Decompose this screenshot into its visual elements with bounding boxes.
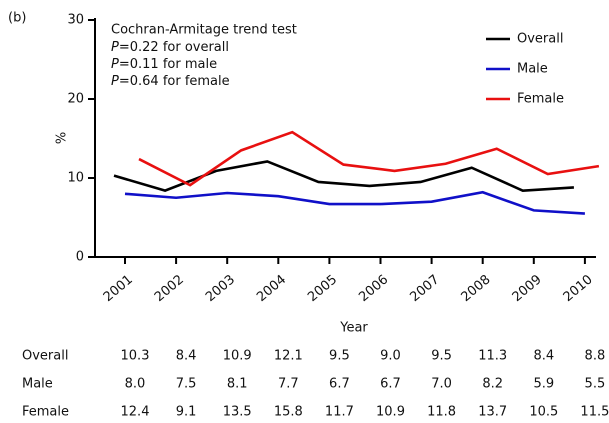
- table-cell: 13.5: [223, 405, 252, 420]
- table-cell: 15.8: [274, 405, 303, 420]
- x-tick-label: 2006: [356, 272, 391, 305]
- series-line: [124, 190, 585, 215]
- legend-label: Overall: [517, 32, 563, 47]
- x-tick-label: 2007: [407, 272, 442, 305]
- stat-text: =0.64 for female: [119, 74, 230, 89]
- table-cell: 8.4: [176, 349, 197, 364]
- panel-label: (b): [8, 11, 26, 26]
- table-cell: 11.5: [580, 405, 609, 420]
- table-cell: 10.3: [121, 349, 150, 364]
- table-cell: 10.9: [223, 349, 252, 364]
- table-cell: 9.1: [176, 405, 197, 420]
- x-tick-label: 2010: [561, 272, 596, 305]
- legend-label: Male: [517, 62, 548, 77]
- stat-text: =0.11 for male: [119, 57, 217, 72]
- table-cell: 9.0: [380, 349, 401, 364]
- table-cell: 5.9: [533, 377, 554, 392]
- table-cell: 11.7: [325, 405, 354, 420]
- table-cell: 8.4: [533, 349, 554, 364]
- x-tick-label: 2005: [305, 272, 340, 305]
- table-cell: 12.1: [274, 349, 303, 364]
- table-cell: 6.7: [380, 377, 401, 392]
- series-line: [138, 130, 600, 187]
- y-axis-label: %: [55, 132, 70, 144]
- y-tick-label: 10: [67, 171, 84, 186]
- table-cell: 8.8: [585, 349, 606, 364]
- annotation-stat: P=0.64 for female: [111, 74, 230, 89]
- table-cell: 8.1: [227, 377, 248, 392]
- x-tick-label: 2008: [459, 272, 494, 305]
- x-tick-label: 2004: [254, 272, 289, 305]
- table-cell: 7.5: [176, 377, 197, 392]
- table-row-label: Female: [22, 405, 69, 420]
- x-tick-label: 2003: [203, 272, 238, 305]
- table-cell: 12.4: [121, 405, 150, 420]
- table-cell: 11.3: [478, 349, 507, 364]
- table-cell: 9.5: [329, 349, 350, 364]
- x-tick-label: 2001: [101, 272, 136, 305]
- table-cell: 6.7: [329, 377, 350, 392]
- stat-symbol: P: [111, 57, 119, 72]
- table-cell: 8.2: [482, 377, 503, 392]
- table-cell: 5.5: [585, 377, 606, 392]
- annotation-stat: P=0.22 for overall: [111, 40, 229, 55]
- stat-symbol: P: [111, 40, 119, 55]
- table-cell: 9.5: [431, 349, 452, 364]
- table-cell: 10.5: [529, 405, 558, 420]
- table-cell: 7.0: [431, 377, 452, 392]
- x-tick-label: 2009: [510, 272, 545, 305]
- table-cell: 7.7: [278, 377, 299, 392]
- annotation-stat: P=0.11 for male: [111, 57, 217, 72]
- table-row-label: Overall: [22, 349, 68, 364]
- annotation-title: Cochran-Armitage trend test: [111, 23, 297, 38]
- stat-text: =0.22 for overall: [119, 40, 229, 55]
- stat-symbol: P: [111, 74, 119, 89]
- x-tick-label: 2002: [152, 272, 187, 305]
- y-tick-label: 0: [76, 250, 84, 265]
- x-axis-label: Year: [339, 321, 368, 336]
- table-cell: 8.0: [125, 377, 146, 392]
- series-line: [113, 160, 574, 193]
- table-cell: 11.8: [427, 405, 456, 420]
- table-cell: 13.7: [478, 405, 507, 420]
- table-cell: 10.9: [376, 405, 405, 420]
- y-tick-label: 20: [67, 92, 84, 107]
- table-row-label: Male: [22, 377, 53, 392]
- y-tick-label: 30: [67, 13, 84, 28]
- legend-label: Female: [517, 92, 564, 107]
